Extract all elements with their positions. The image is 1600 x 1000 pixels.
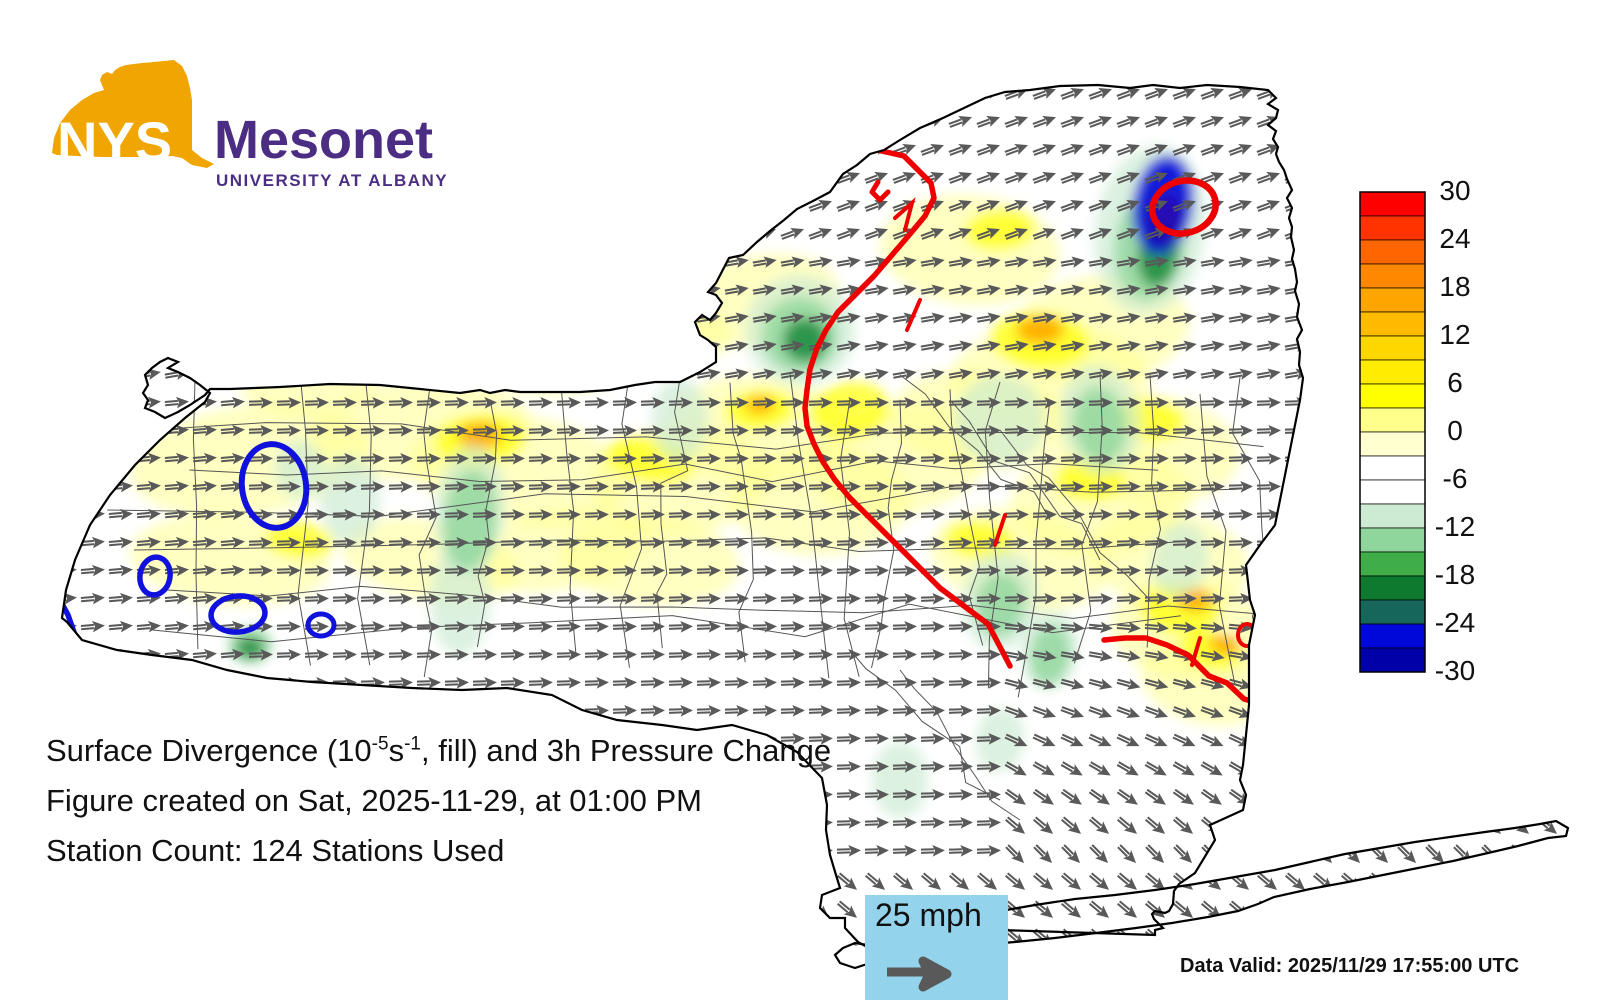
- svg-text:-6: -6: [1443, 463, 1468, 494]
- svg-text:UNIVERSITY AT ALBANY: UNIVERSITY AT ALBANY: [216, 171, 448, 190]
- svg-text:30: 30: [1439, 175, 1470, 206]
- svg-text:NYS: NYS: [57, 110, 172, 173]
- svg-text:0: 0: [1447, 415, 1463, 446]
- svg-text:6: 6: [1447, 367, 1463, 398]
- svg-text:Mesonet: Mesonet: [214, 110, 433, 170]
- svg-text:-30: -30: [1435, 655, 1475, 686]
- svg-text:-12: -12: [1435, 511, 1475, 542]
- svg-text:24: 24: [1439, 223, 1470, 254]
- svg-text:18: 18: [1439, 271, 1470, 302]
- svg-text:-24: -24: [1435, 607, 1475, 638]
- svg-text:12: 12: [1439, 319, 1470, 350]
- svg-text:-18: -18: [1435, 559, 1475, 590]
